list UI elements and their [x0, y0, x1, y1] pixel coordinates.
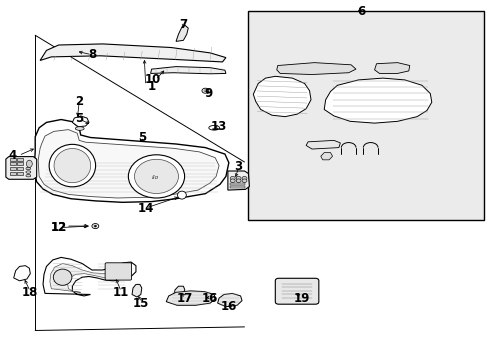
Polygon shape — [150, 67, 225, 74]
Text: 16: 16 — [202, 292, 218, 305]
Bar — [229, 183, 245, 185]
Text: 5: 5 — [138, 131, 145, 144]
Polygon shape — [253, 76, 310, 117]
Polygon shape — [132, 284, 142, 297]
Ellipse shape — [53, 269, 72, 285]
Polygon shape — [217, 293, 242, 307]
Bar — [10, 158, 16, 161]
Polygon shape — [40, 44, 225, 62]
Bar — [17, 158, 23, 161]
Text: 18: 18 — [22, 286, 39, 299]
Circle shape — [230, 179, 235, 183]
Text: 10: 10 — [144, 73, 161, 86]
Bar — [10, 162, 16, 165]
Text: 7: 7 — [179, 18, 187, 31]
Polygon shape — [227, 171, 249, 190]
Bar — [17, 162, 23, 165]
Polygon shape — [324, 78, 431, 123]
FancyBboxPatch shape — [105, 263, 131, 280]
Text: 6: 6 — [357, 5, 365, 18]
Text: 12: 12 — [50, 221, 67, 234]
Polygon shape — [374, 63, 409, 73]
Polygon shape — [276, 63, 355, 75]
Polygon shape — [6, 157, 37, 179]
Circle shape — [236, 176, 241, 180]
Circle shape — [202, 88, 208, 93]
Text: 19: 19 — [293, 292, 310, 305]
Ellipse shape — [26, 171, 31, 173]
Ellipse shape — [26, 175, 31, 177]
Text: 3: 3 — [234, 160, 242, 173]
Circle shape — [203, 90, 206, 92]
Polygon shape — [50, 264, 127, 292]
Ellipse shape — [208, 125, 219, 130]
FancyBboxPatch shape — [275, 278, 318, 304]
Polygon shape — [72, 116, 89, 127]
Text: 8: 8 — [88, 48, 96, 61]
Text: 17: 17 — [176, 292, 193, 305]
Text: 1: 1 — [147, 80, 155, 93]
Text: 5: 5 — [75, 112, 83, 125]
Polygon shape — [43, 257, 136, 296]
Ellipse shape — [26, 167, 31, 170]
Polygon shape — [38, 130, 219, 198]
Text: 15: 15 — [132, 297, 149, 310]
FancyBboxPatch shape — [250, 13, 481, 219]
Ellipse shape — [177, 191, 186, 199]
Circle shape — [242, 179, 246, 183]
Text: 12: 12 — [50, 221, 67, 234]
Circle shape — [92, 224, 99, 229]
Polygon shape — [14, 266, 30, 281]
Ellipse shape — [26, 160, 32, 167]
Polygon shape — [173, 286, 184, 296]
Circle shape — [236, 179, 241, 183]
Text: 13: 13 — [210, 120, 227, 132]
Ellipse shape — [75, 127, 84, 130]
Ellipse shape — [128, 155, 184, 198]
Bar — [229, 186, 245, 188]
Ellipse shape — [134, 159, 178, 194]
Text: 2: 2 — [75, 95, 83, 108]
Text: 4: 4 — [8, 149, 16, 162]
Text: 11: 11 — [113, 286, 129, 299]
Bar — [10, 167, 16, 170]
Polygon shape — [176, 25, 188, 41]
FancyBboxPatch shape — [248, 11, 483, 220]
Text: 9: 9 — [204, 87, 212, 100]
Circle shape — [94, 225, 97, 227]
Polygon shape — [34, 120, 228, 202]
Text: 16: 16 — [220, 300, 237, 313]
Ellipse shape — [54, 148, 91, 183]
Polygon shape — [305, 140, 340, 149]
Circle shape — [242, 176, 246, 180]
Ellipse shape — [49, 144, 95, 187]
Bar — [17, 167, 23, 170]
Text: ilo: ilo — [151, 175, 159, 180]
Polygon shape — [320, 153, 332, 160]
Bar — [10, 172, 16, 175]
Polygon shape — [166, 291, 215, 305]
Circle shape — [230, 176, 235, 180]
Bar — [17, 172, 23, 175]
Text: 14: 14 — [137, 202, 154, 215]
